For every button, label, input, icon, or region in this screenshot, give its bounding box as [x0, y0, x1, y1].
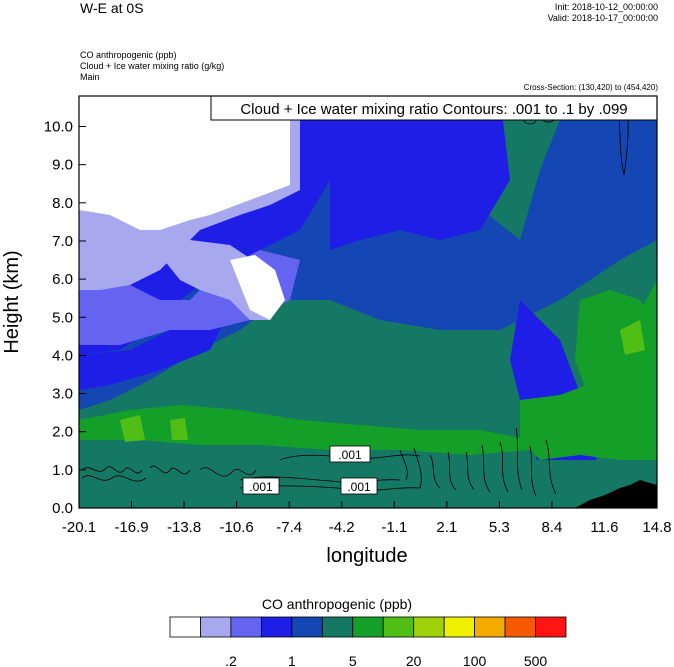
contour-label: .001: [338, 448, 362, 462]
plot-title: W-E at 0S: [80, 0, 144, 16]
colorbar-title: CO anthropogenic (ppb): [261, 596, 413, 612]
x-tick-label: 11.6: [590, 519, 618, 536]
colorbar-labels: .2 1 5 20 100 500: [225, 653, 547, 667]
colorbar-label: .2: [225, 653, 237, 667]
colorbar-swatch: [230, 616, 262, 638]
y-tick-label: 0.0: [52, 500, 73, 517]
x-axis: -20.1 -16.9 -13.8 -10.6 -7.4 -4.2 -1.1 2.1 5.3 8.…: [62, 501, 672, 536]
x-tick-label: -1.1: [381, 519, 407, 536]
contour-labels: .001 .001 .001: [242, 445, 378, 495]
contour-label: .001: [249, 480, 273, 494]
x-tick-label: 2.1: [436, 519, 457, 536]
plot-frame: [78, 95, 658, 509]
y-tick-label: 4.0: [52, 347, 73, 364]
x-tick-label: -13.8: [167, 519, 201, 536]
x-tick-label: -4.2: [329, 519, 355, 536]
y-axis-label: Height (km): [1, 250, 23, 353]
colorbar-swatch: [200, 616, 232, 638]
colorbar-swatch: [535, 616, 567, 638]
y-tick-label: 1.0: [52, 462, 73, 479]
cross-section-label: Cross-Section: (130,420) to (454,420): [523, 83, 658, 92]
contour-legend: Cloud + Ice water mixing ratio Contours:…: [240, 101, 627, 118]
run-times: Init: 2018-10-12_00:00:00 Valid: 2018-10…: [548, 2, 658, 24]
variable-main: Main: [80, 72, 100, 82]
colorbar-swatch: [504, 616, 536, 638]
y-tick-label: 6.0: [52, 271, 73, 288]
x-tick-label: -20.1: [62, 519, 96, 536]
colorbar-swatch: [474, 616, 506, 638]
x-tick-label: -7.4: [276, 519, 302, 536]
init-time: Init: 2018-10-12_00:00:00: [554, 2, 658, 12]
colorbar-swatch: [413, 616, 445, 638]
variable-co: CO anthropogenic (ppb): [80, 50, 177, 60]
colorbar-swatch: [169, 616, 201, 638]
variable-cloud: Cloud + Ice water mixing ratio (g/kg): [80, 61, 225, 71]
x-tick-label: -10.6: [220, 519, 254, 536]
y-tick-label: 9.0: [52, 157, 73, 174]
x-tick-label: 5.3: [489, 519, 510, 536]
contour-label: .001: [347, 480, 371, 494]
y-tick-label: 10.0: [44, 119, 73, 136]
colorbar-label: 100: [463, 653, 487, 667]
y-tick-label: 3.0: [52, 386, 73, 403]
x-tick-label: -16.9: [114, 519, 148, 536]
co-field: [79, 96, 657, 508]
colorbar-swatch: [382, 616, 415, 638]
y-axis: 0.0 1.0 2.0 3.0 4.0 5.0 6.0 7.0 8.0 9.0 10.0: [44, 119, 86, 517]
y-tick-label: 5.0: [52, 309, 73, 326]
colorbar-label: 1: [288, 653, 296, 667]
valid-time: Valid: 2018-10-17_00:00:00: [547, 13, 658, 23]
x-tick-label: 14.8: [642, 519, 671, 536]
y-tick-label: 8.0: [52, 195, 73, 212]
contour-legend-box: [210, 95, 658, 121]
y-tick-label: 2.0: [52, 424, 73, 441]
colorbar-swatch: [291, 616, 323, 638]
x-axis-label: longitude: [326, 545, 407, 567]
y-tick-label: 7.0: [52, 233, 73, 250]
colorbar: [169, 616, 567, 638]
x-tick-label: 8.4: [541, 519, 562, 536]
colorbar-swatch: [321, 616, 354, 638]
colorbar-label: 5: [349, 653, 357, 667]
colorbar-swatch: [352, 616, 384, 638]
colorbar-swatch: [260, 616, 293, 638]
colorbar-label: 500: [524, 653, 548, 667]
colorbar-label: 20: [406, 653, 422, 667]
variable-list: CO anthropogenic (ppb) Cloud + Ice water…: [80, 50, 224, 83]
colorbar-swatch: [443, 616, 476, 638]
